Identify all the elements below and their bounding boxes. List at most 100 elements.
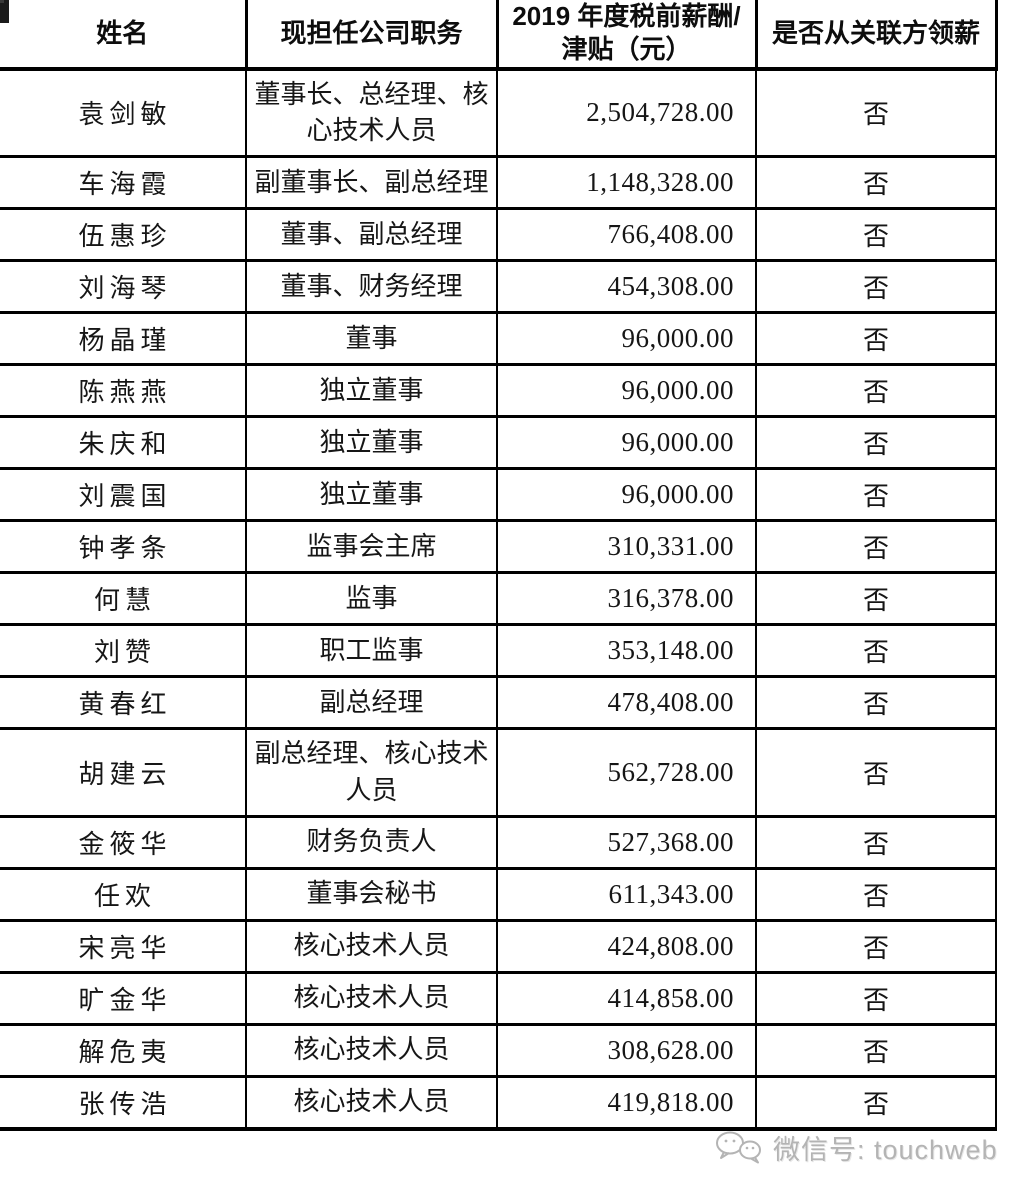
salary-cell: 454,308.00 (496, 259, 757, 315)
name-cell: 车海霞 (0, 155, 247, 211)
name-cell: 杨晶瑾 (0, 311, 247, 367)
position-cell: 财务负责人 (245, 815, 498, 871)
position-cell: 职工监事 (245, 623, 498, 679)
name-cell: 朱庆和 (0, 415, 247, 471)
name-cell: 金筱华 (0, 815, 247, 871)
name-cell: 伍惠珍 (0, 207, 247, 263)
name-cell: 胡建云 (0, 727, 247, 819)
position-cell: 副总经理 (245, 675, 498, 731)
related-party-cell: 否 (755, 1023, 997, 1079)
salary-cell: 1,148,328.00 (496, 155, 757, 211)
position-cell: 董事、财务经理 (245, 259, 498, 315)
related-party-cell: 否 (755, 207, 997, 263)
salary-cell: 316,378.00 (496, 571, 757, 627)
table-body: 袁剑敏 董事长、总经理、核心技术人员 2,504,728.00 否 车海霞 副董… (0, 67, 997, 1131)
name-cell: 何慧 (0, 571, 247, 627)
position-cell: 监事会主席 (245, 519, 498, 575)
table-row: 金筱华 财务负责人 527,368.00 否 (0, 815, 997, 871)
related-party-cell: 否 (755, 415, 997, 471)
salary-cell: 2,504,728.00 (496, 67, 757, 159)
header-name: 姓名 (0, 0, 248, 71)
position-cell: 董事长、总经理、核心技术人员 (245, 67, 498, 159)
table-row: 伍惠珍 董事、副总经理 766,408.00 否 (0, 207, 997, 263)
related-party-cell: 否 (755, 363, 997, 419)
position-cell: 核心技术人员 (245, 1075, 498, 1131)
position-cell: 董事、副总经理 (245, 207, 498, 263)
related-party-cell: 否 (755, 155, 997, 211)
name-cell: 刘震国 (0, 467, 247, 523)
related-party-cell: 否 (755, 971, 997, 1027)
table-header: 姓名 现担任公司职务 2019 年度税前薪酬/ 津贴（元） 是否从关联方领薪 (0, 0, 998, 71)
name-cell: 钟孝条 (0, 519, 247, 575)
table-row: 旷金华 核心技术人员 414,858.00 否 (0, 971, 997, 1027)
position-cell: 副董事长、副总经理 (245, 155, 498, 211)
compensation-table: 姓名 现担任公司职务 2019 年度税前薪酬/ 津贴（元） 是否从关联方领薪 袁… (0, 0, 998, 1131)
name-cell: 宋亮华 (0, 919, 247, 975)
related-party-cell: 否 (755, 259, 997, 315)
related-party-cell: 否 (755, 867, 997, 923)
name-cell: 解危夷 (0, 1023, 247, 1079)
position-cell: 核心技术人员 (245, 971, 498, 1027)
salary-cell: 96,000.00 (496, 311, 757, 367)
salary-cell: 766,408.00 (496, 207, 757, 263)
salary-cell: 527,368.00 (496, 815, 757, 871)
salary-cell: 419,818.00 (496, 1075, 757, 1131)
related-party-cell: 否 (755, 623, 997, 679)
name-cell: 刘赞 (0, 623, 247, 679)
scan-artifact-dot (0, 0, 4, 3)
table-row: 车海霞 副董事长、副总经理 1,148,328.00 否 (0, 155, 997, 211)
name-cell: 黄春红 (0, 675, 247, 731)
table-row: 任欢 董事会秘书 611,343.00 否 (0, 867, 997, 923)
salary-cell: 96,000.00 (496, 467, 757, 523)
table-row: 黄春红 副总经理 478,408.00 否 (0, 675, 997, 731)
table-row: 刘海琴 董事、财务经理 454,308.00 否 (0, 259, 997, 315)
related-party-cell: 否 (755, 815, 997, 871)
table-row: 胡建云 副总经理、核心技术人员 562,728.00 否 (0, 727, 997, 819)
related-party-cell: 否 (755, 1075, 997, 1131)
header-salary-line2: 津贴（元） (561, 34, 692, 65)
salary-cell: 308,628.00 (496, 1023, 757, 1079)
related-party-cell: 否 (755, 519, 997, 575)
salary-cell: 424,808.00 (496, 919, 757, 975)
related-party-cell: 否 (755, 311, 997, 367)
position-cell: 核心技术人员 (245, 1023, 498, 1079)
related-party-cell: 否 (755, 467, 997, 523)
table-row: 宋亮华 核心技术人员 424,808.00 否 (0, 919, 997, 975)
header-salary-line1: 2019 年度税前薪酬/ (512, 1, 741, 31)
position-cell: 副总经理、核心技术人员 (245, 727, 498, 819)
header-related-party: 是否从关联方领薪 (754, 0, 998, 71)
watermark-text: 微信号: touchweb (773, 1134, 998, 1165)
table-row: 何慧 监事 316,378.00 否 (0, 571, 997, 627)
table-row: 解危夷 核心技术人员 308,628.00 否 (0, 1023, 997, 1079)
name-cell: 任欢 (0, 867, 247, 923)
scan-artifact-mark (0, 0, 5, 15)
header-row: 姓名 现担任公司职务 2019 年度税前薪酬/ 津贴（元） 是否从关联方领薪 (0, 0, 998, 71)
header-salary: 2019 年度税前薪酬/ 津贴（元） (495, 0, 758, 71)
position-cell: 监事 (245, 571, 498, 627)
related-party-cell: 否 (755, 727, 997, 819)
salary-cell: 414,858.00 (496, 971, 757, 1027)
table-row: 刘震国 独立董事 96,000.00 否 (0, 467, 997, 523)
salary-cell: 611,343.00 (496, 867, 757, 923)
salary-cell: 96,000.00 (496, 415, 757, 471)
related-party-cell: 否 (755, 675, 997, 731)
table-row: 刘赞 职工监事 353,148.00 否 (0, 623, 997, 679)
position-cell: 独立董事 (245, 363, 498, 419)
salary-cell: 353,148.00 (496, 623, 757, 679)
wechat-icon (716, 1131, 761, 1164)
salary-cell: 562,728.00 (496, 727, 757, 819)
name-cell: 刘海琴 (0, 259, 247, 315)
table-row: 朱庆和 独立董事 96,000.00 否 (0, 415, 997, 471)
related-party-cell: 否 (755, 571, 997, 627)
salary-cell: 96,000.00 (496, 363, 757, 419)
position-cell: 董事 (245, 311, 498, 367)
name-cell: 张传浩 (0, 1075, 247, 1131)
name-cell: 袁剑敏 (0, 67, 247, 159)
table-row: 张传浩 核心技术人员 419,818.00 否 (0, 1075, 997, 1131)
name-cell: 旷金华 (0, 971, 247, 1027)
table-row: 陈燕燕 独立董事 96,000.00 否 (0, 363, 997, 419)
related-party-cell: 否 (755, 67, 997, 159)
salary-cell: 478,408.00 (496, 675, 757, 731)
name-cell: 陈燕燕 (0, 363, 247, 419)
